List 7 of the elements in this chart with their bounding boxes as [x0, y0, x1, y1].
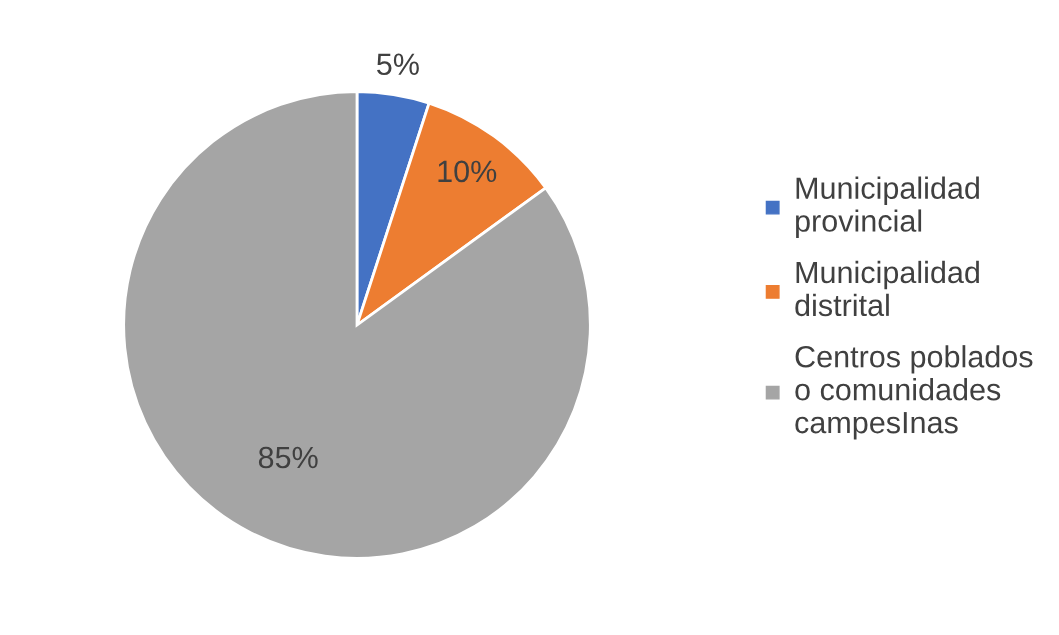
data-label: 10% — [438, 160, 497, 183]
pie-slice — [122, 90, 592, 560]
data-label: 5% — [377, 53, 419, 76]
legend-label: Municipalidad provincial — [796, 176, 979, 238]
legend-label: Municipalidad distrital — [795, 260, 979, 317]
legend-label: Centros poblados o comunidades campesInas — [795, 345, 1033, 440]
data-label: 85% — [258, 446, 318, 469]
